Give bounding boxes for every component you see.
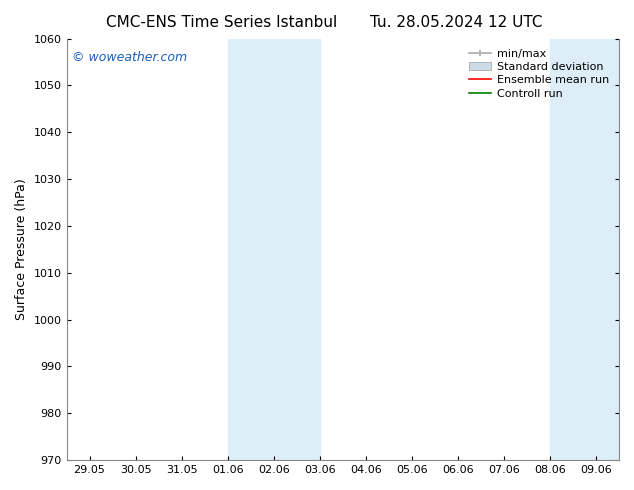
Bar [228, 39, 320, 460]
Y-axis label: Surface Pressure (hPa): Surface Pressure (hPa) [15, 178, 28, 320]
Text: CMC-ENS Time Series Istanbul: CMC-ENS Time Series Istanbul [107, 15, 337, 30]
Text: © woweather.com: © woweather.com [72, 51, 187, 64]
Text: Tu. 28.05.2024 12 UTC: Tu. 28.05.2024 12 UTC [370, 15, 543, 30]
Legend: min/max, Standard deviation, Ensemble mean run, Controll run: min/max, Standard deviation, Ensemble me… [465, 44, 614, 103]
Bar [550, 39, 619, 460]
